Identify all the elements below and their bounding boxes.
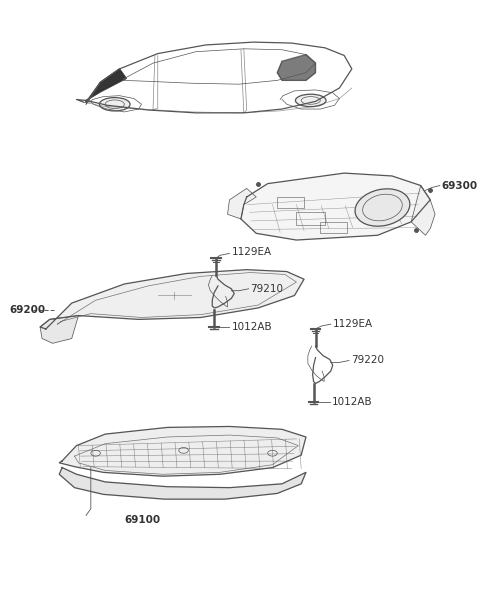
Text: 79220: 79220 <box>351 356 384 365</box>
Polygon shape <box>241 173 430 240</box>
Bar <box>320 222 347 233</box>
Text: 69200: 69200 <box>10 305 46 315</box>
Text: 1012AB: 1012AB <box>231 322 272 332</box>
Text: 69100: 69100 <box>124 515 160 525</box>
Text: 1012AB: 1012AB <box>332 397 372 406</box>
Ellipse shape <box>99 97 130 111</box>
Text: 69300: 69300 <box>442 181 478 190</box>
Polygon shape <box>86 69 126 102</box>
Polygon shape <box>59 468 306 499</box>
Ellipse shape <box>355 189 410 226</box>
Polygon shape <box>277 54 315 80</box>
Text: 1129EA: 1129EA <box>333 319 373 329</box>
Bar <box>296 212 325 225</box>
Polygon shape <box>228 188 256 219</box>
Polygon shape <box>411 185 435 235</box>
Polygon shape <box>40 270 304 329</box>
Bar <box>277 197 304 209</box>
Ellipse shape <box>295 94 326 106</box>
Text: 1129EA: 1129EA <box>231 247 272 258</box>
Polygon shape <box>40 316 78 343</box>
Polygon shape <box>59 427 306 476</box>
Text: 79210: 79210 <box>251 284 284 294</box>
